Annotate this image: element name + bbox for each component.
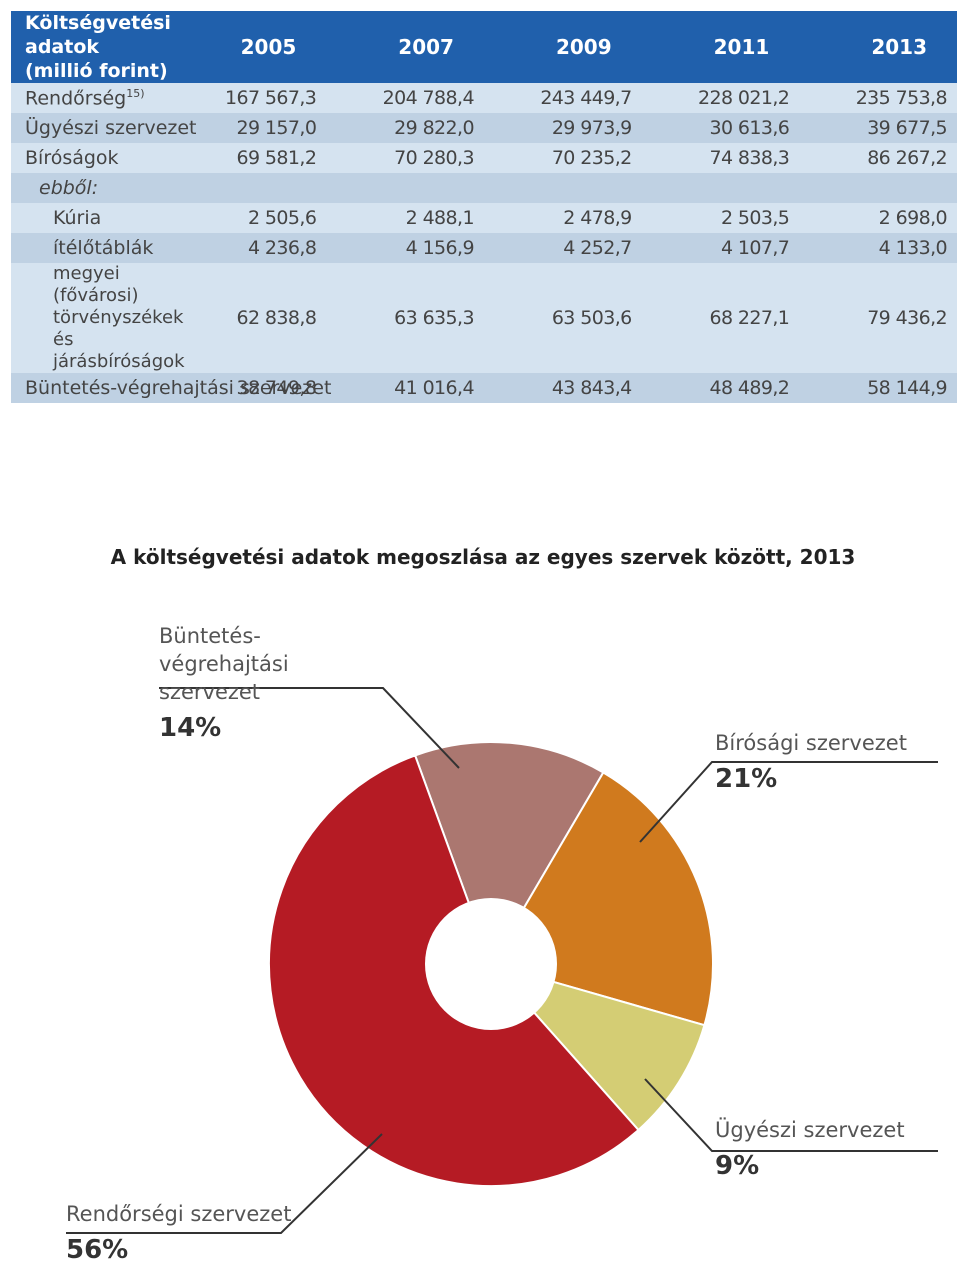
table-cell: 58 144,9 <box>799 373 957 403</box>
footnote-marker: 15) <box>126 86 145 100</box>
callout-prison-percent: 14% <box>159 713 222 743</box>
callout-courts: Bírósági szervezet 21% <box>715 729 945 793</box>
year-header: 2009 <box>483 11 642 83</box>
callout-police: Rendőrségi szervezet 56% <box>66 1200 326 1264</box>
callout-police-label: Rendőrségi szervezet <box>66 1202 292 1226</box>
callout-courts-label: Bírósági szervezet <box>715 731 907 755</box>
table-cell: 204 788,4 <box>326 83 484 113</box>
table-cell: 29 973,9 <box>483 113 642 143</box>
table-cell: 63 503,6 <box>483 263 642 373</box>
table-row: megyei (fővárosi) törvényszékek és járás… <box>11 263 957 373</box>
table-row: Büntetés-végrehajtási szervezet 38 749,8… <box>11 373 957 403</box>
callout-prison: Büntetés-végrehajtási szervezet 14% <box>159 622 389 742</box>
table-cell <box>641 173 800 203</box>
table-cell: 2 488,1 <box>326 203 484 233</box>
table-cell: 41 016,4 <box>326 373 484 403</box>
table-cell: 30 613,6 <box>641 113 800 143</box>
table-cell: 29 822,0 <box>326 113 484 143</box>
table-row: Rendőrség15) 167 567,3 204 788,4 243 449… <box>11 83 957 113</box>
budget-table: Költségvetési adatok (millió forint) 2005… <box>11 11 957 403</box>
table-cell: 86 267,2 <box>799 143 957 173</box>
table-cell: 235 753,8 <box>799 83 957 113</box>
donut-hole <box>425 898 557 1030</box>
year-header: 2011 <box>641 11 800 83</box>
chart-title: A költségvetési adatok megoszlása az egy… <box>110 545 856 569</box>
callout-prison-label: Büntetés-végrehajtási szervezet <box>159 624 289 704</box>
row-label: Ügyészi szervezet <box>11 113 197 143</box>
row-label: Rendőrség15) <box>11 83 169 113</box>
table-cell: 4 236,8 <box>168 233 327 263</box>
callout-prosecution: Ügyészi szervezet 9% <box>715 1116 945 1180</box>
table-row: ebből: <box>11 173 957 203</box>
table-cell: 243 449,7 <box>483 83 642 113</box>
table-cell: 68 227,1 <box>641 263 800 373</box>
leader-prosecution <box>644 1078 938 1152</box>
table-cell: 74 838,3 <box>641 143 800 173</box>
table-cell: 70 280,3 <box>326 143 484 173</box>
callout-prosecution-label: Ügyészi szervezet <box>715 1118 905 1142</box>
table-row: Ügyészi szervezet 29 157,0 29 822,0 29 9… <box>11 113 957 143</box>
table-cell: 48 489,2 <box>641 373 800 403</box>
table-cell <box>483 173 642 203</box>
pie-slice-prison <box>413 741 605 967</box>
table-cell: 2 478,9 <box>483 203 642 233</box>
callout-courts-percent: 21% <box>715 764 778 794</box>
table-cell <box>168 173 327 203</box>
table-row: ítélőtáblák 4 236,8 4 156,9 4 252,7 4 10… <box>11 233 957 263</box>
leader-prison <box>159 687 460 769</box>
row-label: ítélőtáblák <box>11 233 169 263</box>
year-header: 2013 <box>799 11 957 83</box>
pie-slice-prosecution <box>487 962 706 1132</box>
table-cell <box>799 173 957 203</box>
table-cell: 2 505,6 <box>168 203 327 233</box>
table-cell: 2 503,5 <box>641 203 800 233</box>
table-cell: 62 838,8 <box>168 263 327 373</box>
table-cell: 4 156,9 <box>326 233 484 263</box>
table-cell: 43 843,4 <box>483 373 642 403</box>
table-cell: 39 677,5 <box>799 113 957 143</box>
table-cell: 38 749,8 <box>168 373 327 403</box>
row-label: Kúria <box>11 203 169 233</box>
table-row: Kúria 2 505,6 2 488,1 2 478,9 2 503,5 2 … <box>11 203 957 233</box>
table-cell <box>326 173 484 203</box>
row-label: Bíróságok <box>11 143 169 173</box>
table-cell: 2 698,0 <box>799 203 957 233</box>
table-header-label: Költségvetési adatok (millió forint) <box>11 11 171 83</box>
table-cell: 228 021,2 <box>641 83 800 113</box>
table-cell: 4 107,7 <box>641 233 800 263</box>
table-cell: 79 436,2 <box>799 263 957 373</box>
row-label: megyei (fővárosi) törvényszékek és járás… <box>11 263 185 373</box>
row-label: ebből: <box>11 173 169 203</box>
header-label-line2: (millió forint) <box>25 60 168 82</box>
callout-prosecution-percent: 9% <box>715 1151 760 1181</box>
leader-police <box>66 1133 383 1234</box>
table-row: Bíróságok 69 581,2 70 280,3 70 235,2 74 … <box>11 143 957 173</box>
row-label-text: Rendőrség <box>25 87 127 110</box>
table-cell: 29 157,0 <box>168 113 327 143</box>
table-cell: 69 581,2 <box>168 143 327 173</box>
table-cell: 70 235,2 <box>483 143 642 173</box>
table-cell: 63 635,3 <box>326 263 484 373</box>
table-cell: 4 133,0 <box>799 233 957 263</box>
table-header-row: Költségvetési adatok (millió forint) 2005… <box>11 11 957 83</box>
header-label-line1: Költségvetési adatok <box>25 12 171 58</box>
year-header: 2007 <box>326 11 484 83</box>
year-header: 2005 <box>168 11 327 83</box>
table-cell: 4 252,7 <box>483 233 642 263</box>
leader-courts <box>639 761 938 843</box>
callout-police-percent: 56% <box>66 1235 129 1265</box>
table-cell: 167 567,3 <box>168 83 327 113</box>
